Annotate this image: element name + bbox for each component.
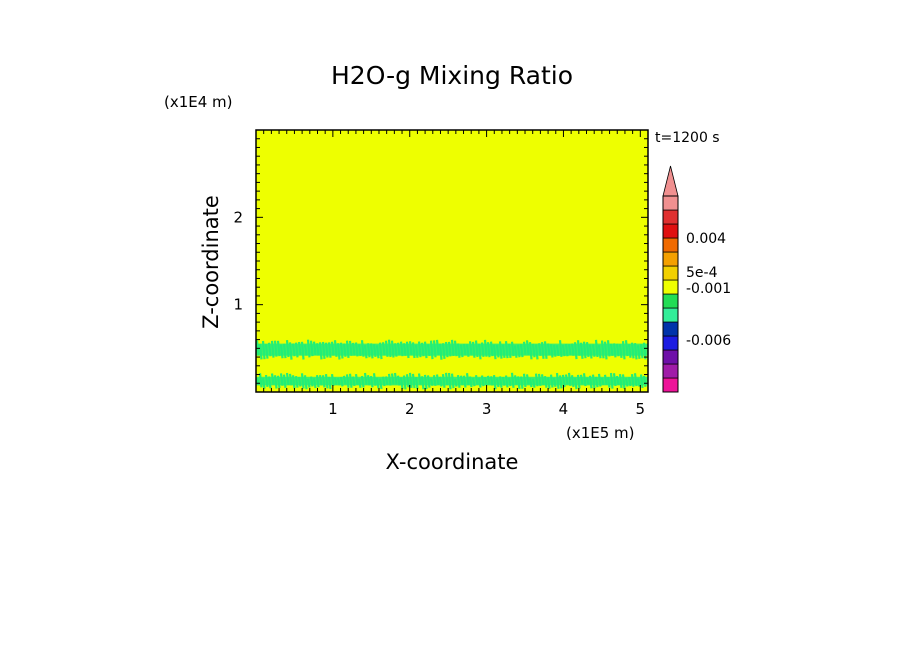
colorbar-segment bbox=[662, 209, 679, 225]
colorbar bbox=[662, 165, 679, 393]
colorbar-segment bbox=[662, 307, 679, 323]
moisture-bands bbox=[255, 339, 648, 390]
colorbar-segment bbox=[662, 223, 679, 239]
x-axis-unit: (x1E5 m) bbox=[566, 424, 635, 442]
x-tick-label: 3 bbox=[482, 400, 492, 418]
colorbar-label-3: -0.006 bbox=[686, 333, 731, 349]
colorbar-label-1: 5e-4 bbox=[686, 265, 718, 281]
x-tick-label: 1 bbox=[328, 400, 338, 418]
colorbar-segment bbox=[662, 293, 679, 309]
colorbar-segment bbox=[662, 349, 679, 365]
chart-title: H2O-g Mixing Ratio bbox=[331, 61, 573, 90]
y-axis-label: Z-coordinate bbox=[199, 195, 223, 329]
plot-area bbox=[255, 129, 649, 393]
colorbar-label-0: 0.004 bbox=[686, 231, 726, 247]
colorbar-segment bbox=[662, 265, 679, 281]
colorbar-segment bbox=[662, 279, 679, 295]
colorbar-frame bbox=[662, 195, 679, 393]
colorbar-segment bbox=[662, 321, 679, 337]
y-axis-unit: (x1E4 m) bbox=[164, 93, 233, 111]
colorbar-segment bbox=[662, 251, 679, 267]
y-axis: 12 bbox=[233, 138, 648, 384]
time-label: t=1200 s bbox=[655, 130, 720, 146]
y-tick-label: 2 bbox=[233, 208, 243, 226]
x-tick-label: 5 bbox=[636, 400, 646, 418]
colorbar-segment bbox=[662, 363, 679, 379]
x-tick-label: 2 bbox=[405, 400, 415, 418]
colorbar-segment bbox=[662, 335, 679, 351]
colorbar-labels: 0.004 5e-4 -0.001 -0.006 bbox=[686, 231, 731, 349]
colorbar-label-2: -0.001 bbox=[686, 281, 731, 297]
moisture-band-streaks bbox=[255, 372, 647, 390]
colorbar-segment bbox=[662, 377, 679, 393]
colorbar-segment bbox=[662, 237, 679, 253]
x-tick-label: 4 bbox=[559, 400, 569, 418]
y-tick-label: 1 bbox=[233, 296, 243, 314]
colorbar-extend-arrow bbox=[662, 165, 679, 197]
colorbar-segment bbox=[662, 195, 679, 211]
x-axis: 1 2 3 4 5 bbox=[263, 130, 646, 418]
x-axis-label: X-coordinate bbox=[386, 450, 519, 474]
